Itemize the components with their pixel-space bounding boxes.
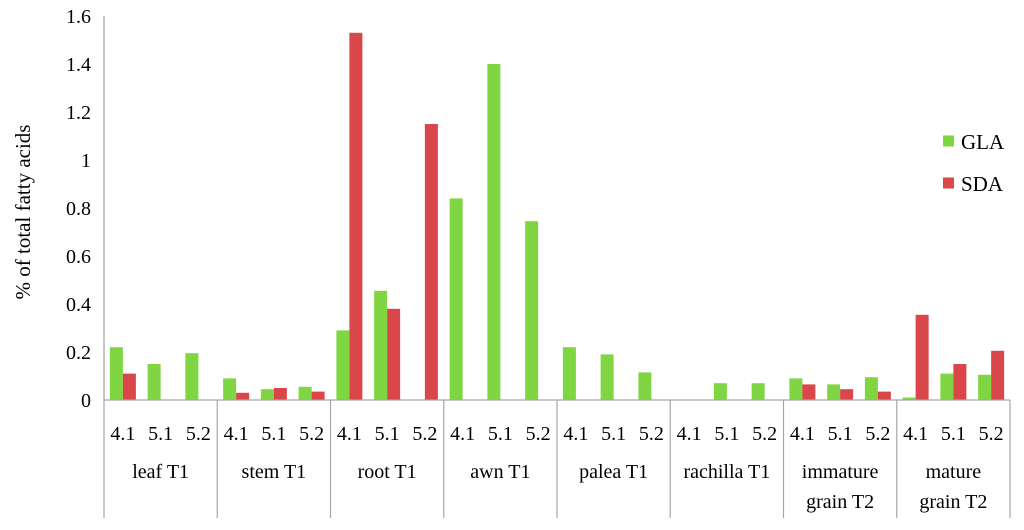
bar-gla — [600, 354, 614, 400]
bar-sda — [349, 32, 363, 401]
category-label: 5.2 — [752, 423, 777, 445]
y-tick-label: 0.6 — [66, 246, 91, 268]
bar-gla — [789, 378, 803, 400]
group-label: grain T2 — [806, 491, 874, 513]
category-label: 4.1 — [790, 423, 815, 445]
category-label: 5.1 — [148, 423, 173, 445]
bar-gla — [978, 374, 992, 400]
category-label: 5.1 — [941, 423, 966, 445]
bar-gla — [298, 386, 312, 400]
bar-gla — [751, 383, 765, 400]
bar-gla — [827, 384, 841, 400]
y-tick-label: 1 — [81, 150, 91, 172]
bar-sda — [273, 388, 287, 400]
category-label: 5.2 — [865, 423, 890, 445]
y-tick-label: 1.6 — [66, 6, 91, 28]
category-label: 5.1 — [714, 423, 739, 445]
bar-sda — [991, 350, 1005, 400]
bar-gla — [260, 389, 274, 400]
bar-gla — [638, 372, 652, 400]
bar-sda — [802, 384, 816, 400]
category-label: 5.2 — [412, 423, 437, 445]
group-label: leaf T1 — [132, 461, 189, 483]
legend-swatch-sda — [943, 177, 954, 189]
bar-gla — [223, 378, 237, 400]
legend: GLA SDA — [943, 130, 1005, 196]
bar-sda — [387, 308, 401, 400]
category-label: 5.1 — [488, 423, 513, 445]
bar-gla — [109, 347, 123, 400]
category-label: 5.1 — [261, 423, 286, 445]
bar-gla — [147, 364, 161, 400]
group-labels: leaf T1 stem T1 root T1 awn T1 palea T1 rachi… — [103, 400, 1011, 518]
category-label: 5.1 — [375, 423, 400, 445]
bar-sda — [877, 391, 891, 400]
bar-gla — [336, 330, 350, 400]
group-label: rachilla T1 — [683, 461, 770, 483]
group-label: stem T1 — [242, 461, 307, 483]
y-axis-tick-labels: 0 0.2 0.4 0.6 0.8 1 1.2 1.4 1.6 — [66, 6, 91, 412]
y-tick-label: 0.2 — [66, 342, 91, 364]
group-label: mature — [926, 461, 982, 483]
group-label: immature — [802, 461, 879, 483]
category-label: 4.1 — [903, 423, 928, 445]
axes — [103, 16, 1010, 401]
y-tick-label: 0 — [81, 390, 91, 412]
category-label: 4.1 — [337, 423, 362, 445]
category-label: 4.1 — [563, 423, 588, 445]
bars — [109, 32, 1005, 401]
y-tick-label: 1.2 — [66, 102, 91, 124]
bar-gla — [449, 198, 463, 400]
group-label: root T1 — [358, 461, 417, 483]
bar-gla — [562, 347, 576, 400]
category-label: 4.1 — [110, 423, 135, 445]
bar-gla — [940, 373, 954, 400]
bar-sda — [953, 364, 967, 400]
bar-gla — [864, 377, 878, 400]
category-labels: 4.1 5.1 5.2 4.1 5.1 5.2 4.1 5.1 5.2 4.1 5.1 5.2 4.1 5… — [110, 423, 1003, 445]
category-label: 4.1 — [677, 423, 702, 445]
y-tick-label: 0.8 — [66, 198, 91, 220]
category-label: 5.2 — [186, 423, 211, 445]
y-axis-title: % of total fatty acids — [11, 125, 35, 300]
legend-swatch-gla — [943, 135, 954, 147]
bar-sda — [122, 373, 136, 400]
group-label: grain T2 — [919, 491, 987, 513]
bar-sda — [311, 391, 325, 400]
bar-sda — [424, 124, 438, 400]
bar-sda — [840, 389, 854, 400]
legend-label-gla: GLA — [961, 130, 1005, 154]
y-tick-label: 0.4 — [66, 294, 91, 316]
bar-sda — [236, 392, 250, 400]
category-label: 5.2 — [299, 423, 324, 445]
bar-gla — [902, 397, 916, 400]
legend-label-sda: SDA — [961, 172, 1004, 196]
y-tick-label: 1.4 — [66, 54, 91, 76]
bar-sda — [915, 314, 929, 400]
group-label: awn T1 — [470, 461, 530, 483]
category-label: 5.2 — [526, 423, 551, 445]
category-label: 5.1 — [828, 423, 853, 445]
bar-gla — [487, 64, 501, 400]
bar-gla — [713, 383, 727, 400]
bar-gla — [185, 353, 199, 400]
group-label: palea T1 — [579, 461, 648, 483]
category-label: 4.1 — [450, 423, 475, 445]
bar-gla — [525, 221, 539, 400]
category-label: 5.2 — [639, 423, 664, 445]
bar-gla — [374, 290, 388, 400]
category-label: 4.1 — [224, 423, 249, 445]
category-label: 5.1 — [601, 423, 626, 445]
category-label: 5.2 — [979, 423, 1004, 445]
